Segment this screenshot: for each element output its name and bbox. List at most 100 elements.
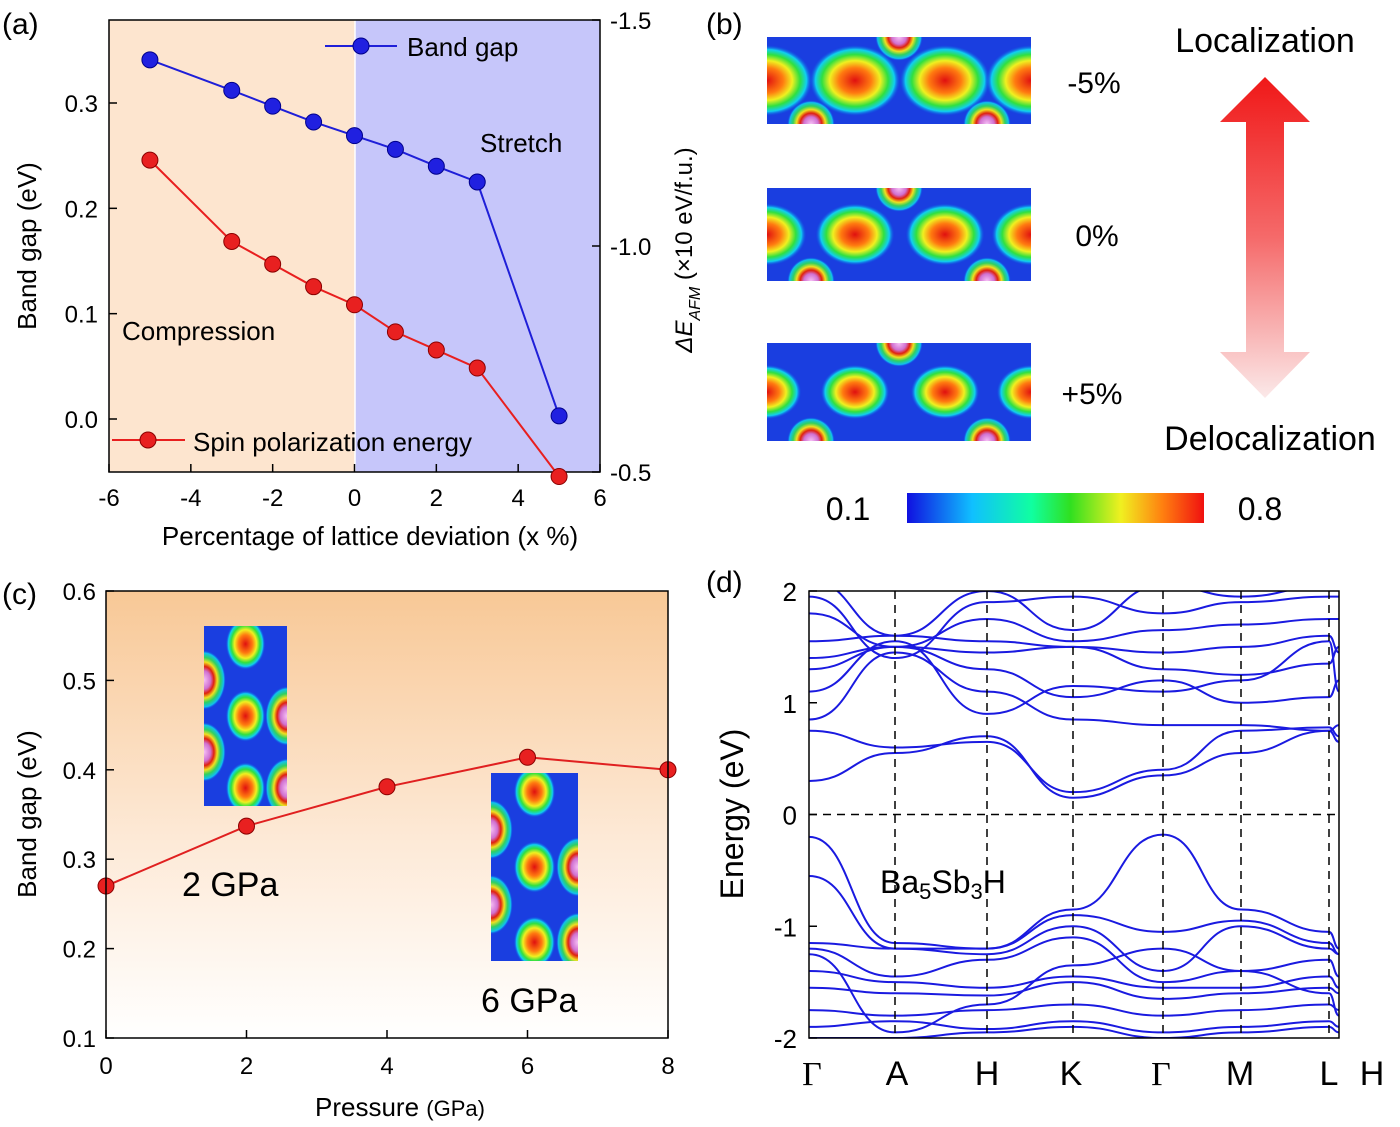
localization-arrow [1220, 77, 1310, 398]
conduction-band [809, 640, 1339, 715]
x-tick-label-c: 8 [661, 1053, 674, 1080]
data-point-spin-energy [468, 359, 486, 377]
y-right-tick-label-a: -1.5 [610, 8, 651, 35]
k-point-label: Γ [802, 1056, 822, 1093]
atom-site [963, 257, 1011, 281]
valence-band [809, 1020, 1339, 1034]
atom-site [556, 912, 578, 961]
data-point-spin-energy [223, 232, 241, 250]
data-point-spin-energy [141, 151, 159, 169]
y-tick-label-c: 0.6 [63, 579, 96, 606]
data-point-band-gap [264, 97, 282, 115]
stretch-label: Stretch [480, 128, 562, 158]
inset-6gpa [491, 773, 578, 961]
inset-2gpa [204, 626, 287, 806]
atom-site [875, 188, 923, 212]
formula-label: Ba5Sb3H [880, 864, 1006, 904]
density-lobe [985, 44, 1031, 117]
valence-band [809, 969, 1339, 989]
plot-frame-d [808, 590, 1340, 1039]
stretch-region [355, 20, 600, 472]
data-point-band-gap [346, 127, 363, 145]
charge-density-map-2 [767, 343, 1031, 441]
density-lobe [767, 44, 813, 117]
pressure-data-point [519, 748, 536, 766]
legend-spin-marker [139, 431, 157, 449]
y-tick-label-c: 0.3 [63, 847, 96, 874]
x-tick-label-c: 6 [521, 1053, 534, 1080]
colorbar [907, 493, 1204, 523]
atom-site [491, 799, 513, 860]
atom-site [265, 758, 287, 806]
valence-band [809, 936, 1339, 984]
density-lobe [991, 203, 1031, 266]
x-tick-label-a: -2 [262, 485, 283, 512]
legend-band-gap-marker [352, 37, 370, 55]
atom-site [787, 100, 835, 124]
data-point-band-gap [223, 81, 241, 99]
y-tick-label-a: 0.3 [65, 91, 98, 118]
x-tick-label-a: 6 [593, 485, 606, 512]
valence-band [809, 1003, 1339, 1017]
data-point-band-gap [550, 407, 568, 425]
strain-label-minus5: -5% [1067, 67, 1120, 100]
data-point-spin-energy [550, 468, 568, 486]
y-tick-label-a: 0.0 [65, 407, 98, 434]
k-point-label: H [1360, 1055, 1385, 1093]
conduction-band [835, 591, 1290, 637]
x-tick-label-a: 2 [430, 485, 443, 512]
panel-a-tag: (a) [2, 8, 39, 41]
y-tick-label-d: 0 [783, 801, 797, 831]
data-point-spin-energy [427, 341, 445, 359]
data-point-band-gap [468, 173, 486, 191]
k-point-label: L [1320, 1055, 1339, 1093]
density-lobe [767, 364, 802, 420]
atom-site [265, 686, 287, 746]
panel-a: -6 -4 -2 0 2 4 6 0.0 0.1 0.2 0.3 -1.5 -1.0 -0.5 (a) C… [2, 8, 704, 551]
charge-density-map-1 [767, 188, 1031, 281]
k-point-label: M [1226, 1055, 1254, 1093]
y-tick-label-c: 0.5 [63, 668, 96, 695]
colorbar-max: 0.8 [1238, 491, 1282, 527]
density-lobe [513, 916, 556, 961]
y-axis-right-label-a: ΔEAFM (×10 eV/f.u.) [671, 147, 704, 353]
k-point-label: K [1060, 1055, 1083, 1093]
inset-label-2gpa: 2 GPa [182, 866, 278, 904]
x-axis-label-a: Percentage of lattice deviation (x %) [162, 521, 578, 551]
y-tick-label-c: 0.2 [63, 937, 96, 964]
density-lobe [820, 364, 890, 420]
series-points-a [141, 51, 568, 486]
x-tick-label-c: 0 [99, 1053, 112, 1080]
y-right-tick-label-a: -1.0 [610, 234, 651, 261]
density-lobe [513, 841, 556, 893]
density-lobe [225, 626, 266, 670]
panel-b: (b) -5% 0% +5% Localization Delocalizati… [706, 8, 1376, 527]
panel-c-tag: (c) [2, 578, 37, 611]
y-tick-label-a: 0.2 [65, 196, 98, 223]
colorbar-min: 0.1 [826, 491, 870, 527]
density-lobe [513, 773, 556, 818]
y-axis-label-c: Band gap (eV) [12, 730, 42, 898]
y-tick-label-d: -1 [774, 912, 797, 942]
conduction-band [809, 726, 1339, 794]
atom-site [491, 874, 513, 935]
conduction-band [809, 645, 1339, 676]
y-tick-label-d: 1 [783, 689, 797, 719]
pressure-data-point [378, 778, 396, 796]
x-tick-label-a: 0 [348, 485, 361, 512]
y-tick-label-a: 0.1 [65, 302, 98, 329]
data-point-spin-energy [305, 278, 323, 296]
atom-site [963, 100, 1011, 124]
density-lobe [905, 203, 985, 266]
density-lobe [899, 44, 991, 117]
y-tick-label-c: 0.1 [63, 1026, 96, 1053]
pressure-data-point [238, 817, 255, 835]
x-tick-label-a: 4 [511, 485, 524, 512]
y-axis-label-a: Band gap (eV) [12, 162, 42, 330]
x-tick-label-c: 4 [380, 1053, 393, 1080]
y-axis-label-d: Energy (eV) [714, 729, 750, 900]
data-point-spin-energy [386, 323, 404, 341]
conduction-band [809, 634, 1339, 654]
charge-density-maps [767, 37, 1031, 441]
